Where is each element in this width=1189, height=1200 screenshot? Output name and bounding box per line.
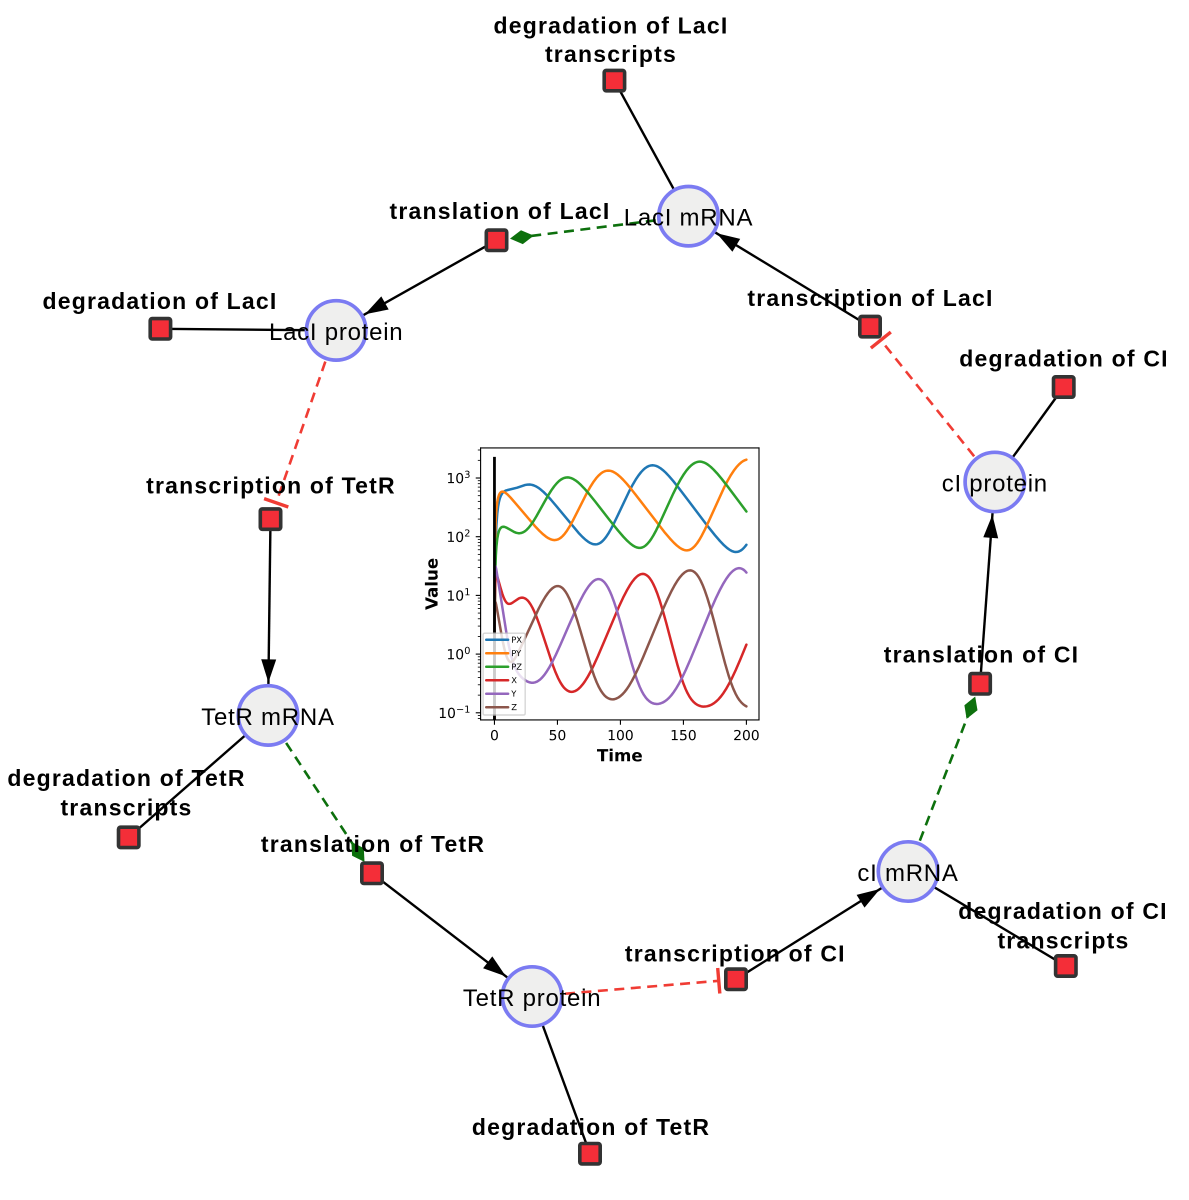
svg-text:degradation of LacI: degradation of LacI <box>43 288 278 314</box>
svg-text:transcription of TetR: transcription of TetR <box>146 473 396 499</box>
svg-text:translation of TetR: translation of TetR <box>261 831 485 857</box>
svg-text:cI protein: cI protein <box>942 471 1048 498</box>
svg-text:degradation of TetR: degradation of TetR <box>7 765 245 791</box>
svg-text:degradation of LacI: degradation of LacI <box>494 13 729 39</box>
svg-text:degradation of TetR: degradation of TetR <box>472 1114 710 1140</box>
svg-text:transcripts: transcripts <box>997 928 1129 954</box>
svg-text:transcription of LacI: transcription of LacI <box>747 285 993 311</box>
svg-text:degradation of CI: degradation of CI <box>958 898 1168 924</box>
svg-text:LacI protein: LacI protein <box>269 319 403 346</box>
svg-text:LacI mRNA: LacI mRNA <box>624 205 753 232</box>
svg-text:translation of CI: translation of CI <box>884 642 1079 668</box>
svg-text:TetR mRNA: TetR mRNA <box>201 704 334 731</box>
svg-text:translation of LacI: translation of LacI <box>390 198 611 224</box>
svg-text:transcripts: transcripts <box>60 795 192 821</box>
svg-text:degradation of CI: degradation of CI <box>959 346 1169 372</box>
svg-text:transcripts: transcripts <box>545 41 677 67</box>
svg-text:cI mRNA: cI mRNA <box>857 860 958 887</box>
svg-text:TetR protein: TetR protein <box>463 985 601 1012</box>
svg-text:transcription of CI: transcription of CI <box>625 941 846 967</box>
